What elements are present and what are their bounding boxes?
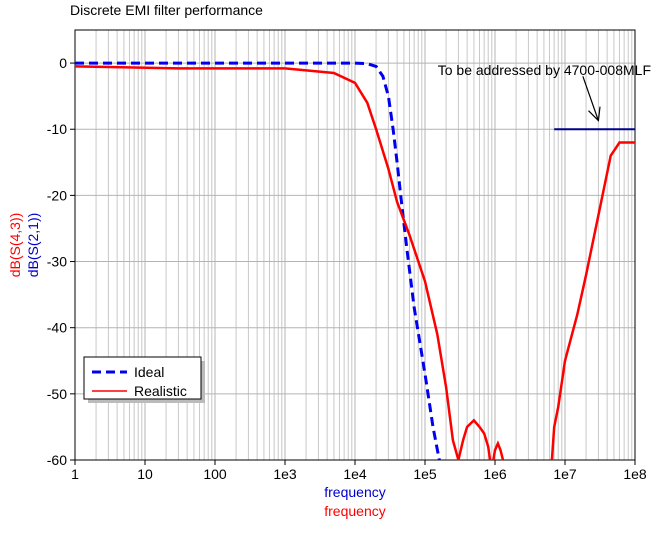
annotation: To be addressed by 4700-008MLF	[438, 62, 651, 122]
y-tick-label: 0	[59, 55, 67, 71]
x-tick-label: 10	[137, 466, 153, 482]
y-axis-label-1: dB(S(2,1))	[25, 213, 41, 278]
series-line-0	[75, 61, 441, 461]
annotation-text: To be addressed by 4700-008MLF	[438, 62, 651, 78]
x-tick-label: 1	[71, 466, 79, 482]
y-tick-label: -40	[47, 320, 67, 336]
x-tick-label: 100	[203, 466, 227, 482]
legend-label-0: Ideal	[134, 364, 164, 380]
x-tick-label: 1e3	[273, 466, 297, 482]
y-tick-label: -20	[47, 187, 67, 203]
x-tick-label: 1e8	[623, 466, 647, 482]
x-tick-label: 1e6	[483, 466, 507, 482]
y-tick-label: -50	[47, 386, 67, 402]
series-group	[74, 61, 635, 461]
legend-label-1: Realistic	[134, 383, 187, 399]
y-axis-label-0: dB(S(4,3))	[7, 213, 23, 278]
x-tick-label: 1e4	[343, 466, 367, 482]
series-line-1	[74, 65, 460, 461]
axis-ticks: 1 10 100 1e3 1e4 1e5 1e6 1e7 1e8 0 -10 -20 -30 -40 -50…	[47, 55, 647, 482]
x-axis-label-0: frequency	[324, 484, 385, 500]
annotation-arrow-head	[588, 106, 601, 122]
legend: Ideal Realistic	[83, 356, 205, 403]
y-tick-label: -10	[47, 121, 67, 137]
legend-box	[83, 356, 202, 400]
series-line-4	[550, 141, 635, 461]
axis-labels: frequency frequency dB(S(4,3)) dB(S(2,1))	[7, 213, 386, 519]
y-tick-label: -60	[47, 452, 67, 468]
y-tick-label: -30	[47, 254, 67, 270]
annotation-arrow-shaft	[582, 76, 599, 121]
series-line-2	[457, 418, 492, 461]
x-tick-label: 1e7	[553, 466, 577, 482]
series-line-3	[492, 440, 505, 461]
x-tick-label: 1e5	[413, 466, 437, 482]
chart-title: Discrete EMI filter performance	[70, 2, 263, 18]
x-axis-label-1: frequency	[324, 503, 385, 519]
